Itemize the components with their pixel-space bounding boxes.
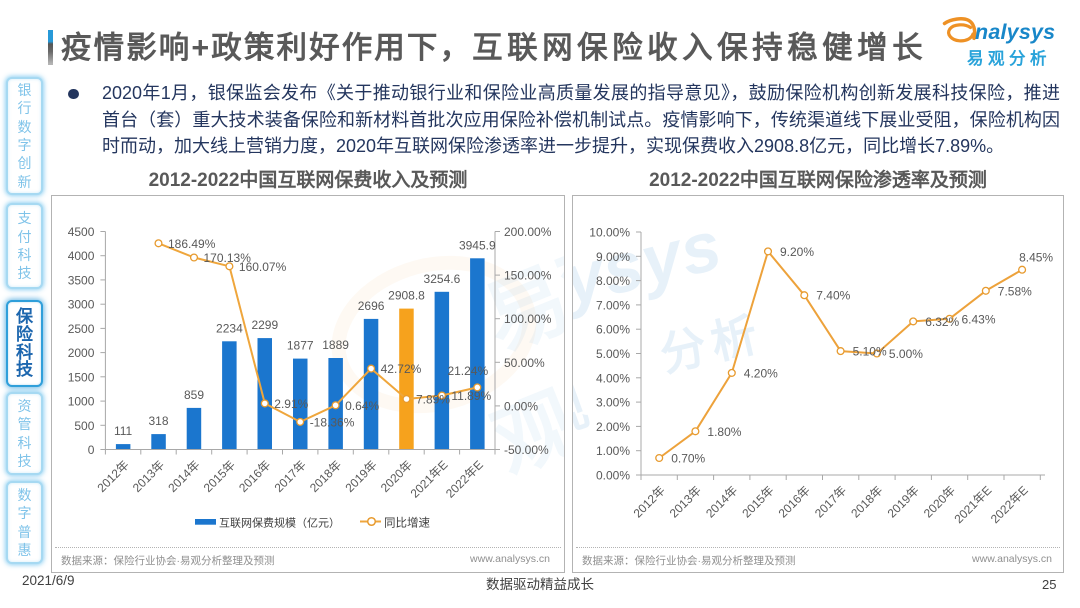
svg-text:2019年: 2019年	[885, 483, 922, 520]
svg-text:0.64%: 0.64%	[345, 399, 379, 413]
svg-text:同比增速: 同比增速	[384, 516, 430, 530]
svg-text:2908.8: 2908.8	[388, 289, 425, 303]
svg-text:1000: 1000	[68, 395, 95, 409]
svg-text:2014年: 2014年	[703, 483, 740, 520]
svg-text:318: 318	[148, 414, 168, 428]
svg-text:7.40%: 7.40%	[816, 289, 850, 303]
svg-text:互联网保费规模（亿元）: 互联网保费规模（亿元）	[219, 516, 340, 530]
svg-text:2018年: 2018年	[848, 483, 885, 520]
svg-text:2017年: 2017年	[812, 483, 849, 520]
svg-text:11.89%: 11.89%	[451, 389, 491, 403]
svg-text:3945.9: 3945.9	[459, 238, 496, 252]
svg-text:0.00%: 0.00%	[504, 399, 538, 413]
svg-text:200.00%: 200.00%	[504, 225, 552, 239]
svg-text:2016年: 2016年	[776, 483, 813, 520]
svg-text:42.72%: 42.72%	[381, 362, 422, 376]
svg-text:1889: 1889	[322, 338, 349, 352]
svg-text:111: 111	[114, 424, 133, 438]
svg-text:1877: 1877	[287, 339, 314, 353]
svg-text:5.10%: 5.10%	[853, 345, 887, 359]
svg-text:2016年: 2016年	[236, 458, 273, 495]
svg-text:2022年E: 2022年E	[988, 483, 1031, 526]
svg-text:5.00%: 5.00%	[889, 347, 923, 361]
svg-text:500: 500	[74, 419, 94, 433]
svg-text:2012年: 2012年	[94, 458, 131, 495]
svg-text:150.00%: 150.00%	[504, 269, 552, 283]
svg-text:4.20%: 4.20%	[744, 366, 778, 380]
svg-text:2015年: 2015年	[739, 483, 776, 520]
svg-text:859: 859	[184, 388, 204, 402]
svg-text:170.13%: 170.13%	[204, 251, 252, 265]
svg-text:50.00%: 50.00%	[504, 356, 545, 370]
svg-text:-50.00%: -50.00%	[504, 443, 549, 457]
svg-text:5.00%: 5.00%	[596, 347, 630, 361]
svg-text:9.00%: 9.00%	[596, 250, 630, 264]
svg-text:2299: 2299	[251, 318, 278, 332]
svg-text:7.89%: 7.89%	[416, 393, 450, 407]
svg-text:2013年: 2013年	[667, 483, 704, 520]
svg-text:2019年: 2019年	[342, 458, 379, 495]
svg-text:8.00%: 8.00%	[596, 274, 630, 288]
svg-text:3.00%: 3.00%	[596, 396, 630, 410]
svg-text:4500: 4500	[68, 225, 95, 239]
svg-text:6.00%: 6.00%	[596, 323, 630, 337]
svg-text:4000: 4000	[68, 249, 95, 263]
svg-text:2500: 2500	[68, 322, 95, 336]
svg-text:0: 0	[88, 443, 95, 457]
svg-text:2.91%: 2.91%	[274, 397, 308, 411]
svg-text:0.70%: 0.70%	[671, 452, 705, 466]
svg-text:nalysys: nalysys	[975, 20, 1055, 44]
svg-text:100.00%: 100.00%	[504, 312, 552, 326]
svg-text:3500: 3500	[68, 273, 95, 287]
svg-text:160.07%: 160.07%	[239, 260, 287, 274]
svg-text:2018年: 2018年	[307, 458, 344, 495]
svg-text:-18.36%: -18.36%	[310, 415, 355, 429]
svg-text:2015年: 2015年	[201, 458, 238, 495]
svg-text:9.20%: 9.20%	[780, 245, 814, 259]
svg-text:2013年: 2013年	[130, 458, 167, 495]
svg-text:3254.6: 3254.6	[424, 272, 461, 286]
svg-text:21.24%: 21.24%	[447, 364, 488, 378]
svg-text:186.49%: 186.49%	[168, 237, 216, 251]
svg-text:10.00%: 10.00%	[589, 226, 630, 240]
svg-text:1500: 1500	[68, 370, 95, 384]
svg-text:1.00%: 1.00%	[596, 444, 630, 458]
svg-text:2012年: 2012年	[631, 483, 668, 520]
svg-text:2.00%: 2.00%	[596, 420, 630, 434]
svg-text:2022年E: 2022年E	[443, 458, 486, 501]
svg-text:7.58%: 7.58%	[998, 284, 1032, 298]
svg-text:2000: 2000	[68, 346, 95, 360]
svg-text:2021年E: 2021年E	[408, 458, 451, 501]
svg-text:0.00%: 0.00%	[596, 469, 630, 483]
svg-text:4.00%: 4.00%	[596, 371, 630, 385]
svg-text:6.43%: 6.43%	[962, 312, 996, 326]
svg-text:2014年: 2014年	[165, 458, 202, 495]
svg-text:1.80%: 1.80%	[707, 425, 741, 439]
svg-text:2021年E: 2021年E	[951, 483, 994, 526]
svg-text:7.00%: 7.00%	[596, 298, 630, 312]
svg-text:8.45%: 8.45%	[1019, 251, 1053, 265]
svg-text:2017年: 2017年	[272, 458, 309, 495]
svg-text:6.32%: 6.32%	[925, 315, 959, 329]
svg-text:2696: 2696	[358, 299, 385, 313]
svg-text:3000: 3000	[68, 298, 95, 312]
svg-text:2234: 2234	[216, 321, 243, 335]
